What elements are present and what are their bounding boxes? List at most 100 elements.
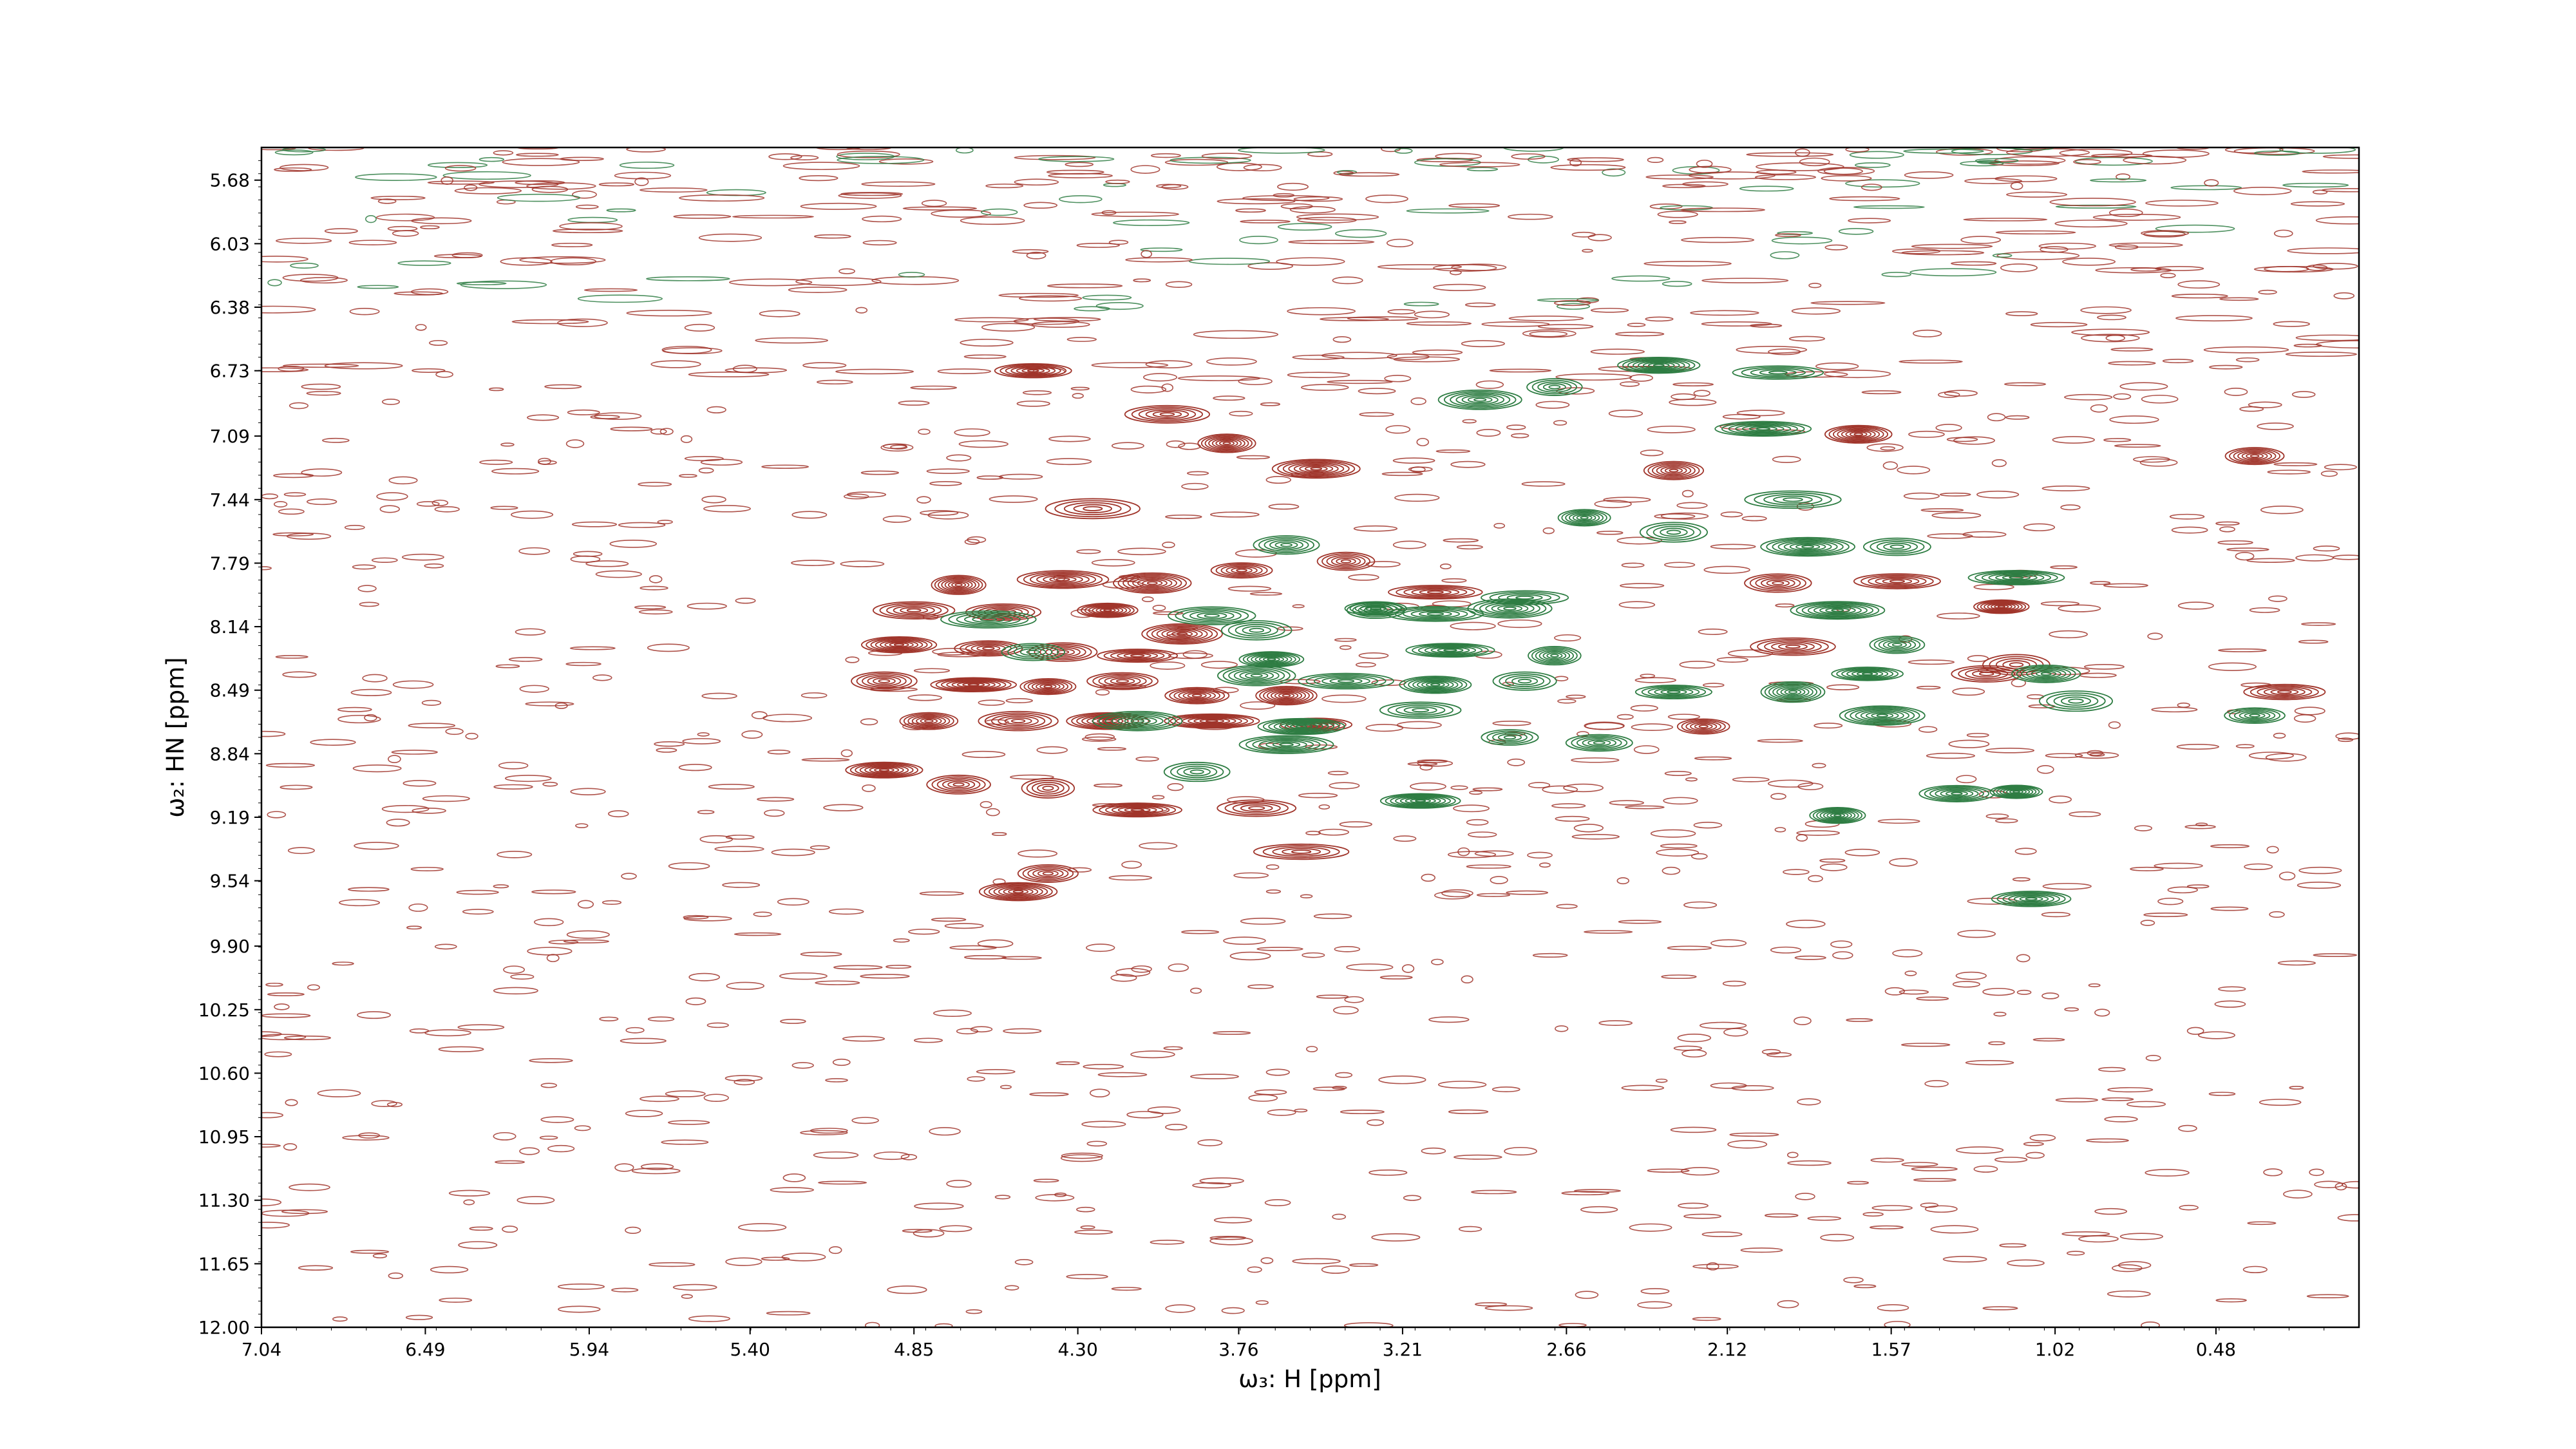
noise-contour xyxy=(862,215,902,223)
peak-contour xyxy=(1295,724,1307,728)
noise-contour xyxy=(1736,410,1785,417)
noise-contour xyxy=(282,274,339,282)
noise-contour xyxy=(1701,1231,1743,1238)
noise-contour xyxy=(1403,1195,1422,1201)
noise-contour xyxy=(2235,744,2255,749)
noise-contour xyxy=(560,156,604,161)
peak-contour xyxy=(2036,670,2057,677)
peak-contour xyxy=(1395,795,1446,806)
y-tick-label: 7.44 xyxy=(210,489,250,511)
peak-contour xyxy=(941,679,1007,691)
noise-contour xyxy=(420,225,440,230)
noise-contour xyxy=(598,182,635,187)
noise-contour xyxy=(479,459,513,465)
noise-contour xyxy=(2324,464,2357,471)
peak-contour xyxy=(1824,424,1893,444)
peak-contour xyxy=(1117,652,1159,660)
noise-contour xyxy=(2119,382,2168,391)
noise-contour xyxy=(469,1226,493,1231)
noise-contour xyxy=(401,553,444,561)
noise-contour xyxy=(816,379,853,384)
noise-contour xyxy=(916,496,931,504)
peak-contour xyxy=(948,611,1029,627)
peak-contour xyxy=(1749,574,1806,592)
noise-contour xyxy=(1683,901,1718,909)
noise-contour xyxy=(937,368,992,374)
noise-contour xyxy=(1963,218,2048,222)
noise-contour xyxy=(1111,1287,1142,1291)
noise-contour xyxy=(1035,1194,1075,1202)
peak-contour xyxy=(2270,688,2299,696)
noise-contour xyxy=(1458,1226,1482,1233)
peak-contour xyxy=(1289,724,1313,730)
noise-contour xyxy=(1672,382,1714,386)
noise-contour xyxy=(1812,762,1826,768)
peak-contour xyxy=(1084,604,1131,616)
noise-contour xyxy=(862,784,876,792)
noise-contour xyxy=(261,1013,311,1018)
peak-contour xyxy=(1784,688,1802,696)
peak-contour xyxy=(1548,384,1561,390)
noise-contour xyxy=(964,538,980,545)
noise-contour xyxy=(1680,1167,1719,1176)
noise-contour xyxy=(1952,687,1985,696)
noise-contour xyxy=(625,1226,641,1234)
noise-contour xyxy=(956,1028,979,1035)
noise-contour xyxy=(2297,882,2342,889)
noise-contour xyxy=(838,268,855,274)
noise-contour xyxy=(2097,314,2126,321)
noise-contour xyxy=(1287,372,1350,379)
noise-contour xyxy=(698,468,714,474)
noise-contour xyxy=(688,371,770,377)
noise-contour xyxy=(1994,818,2018,824)
noise-contour xyxy=(1573,824,1604,833)
peak-contour xyxy=(867,676,902,687)
noise-contour xyxy=(2167,886,2198,894)
peak-contour xyxy=(1783,497,1803,502)
peak-contour xyxy=(2021,667,2072,681)
noise-contour xyxy=(503,965,526,974)
noise-contour xyxy=(2335,732,2359,740)
noise-contour xyxy=(430,1265,469,1274)
peak-contour xyxy=(1958,667,2016,681)
noise-contour xyxy=(1926,752,1976,759)
noise-contour xyxy=(1924,1080,1949,1088)
peak-contour xyxy=(1204,435,1249,451)
noise-contour xyxy=(1117,547,1166,556)
noise-contour xyxy=(1327,379,1393,384)
peak-contour xyxy=(1273,721,1329,732)
noise-contour xyxy=(1539,862,1551,868)
noise-contour xyxy=(1710,939,1747,947)
noise-contour xyxy=(2235,551,2255,561)
peak-contour xyxy=(1511,677,1539,686)
noise-contour xyxy=(1832,951,1853,960)
noise-contour xyxy=(679,194,765,202)
peak-contour xyxy=(2009,576,2024,580)
noise-contour xyxy=(2064,393,2113,401)
peak-contour xyxy=(1264,538,1309,552)
noise-contour xyxy=(608,810,629,818)
peak-contour xyxy=(1426,590,1444,594)
noise-contour xyxy=(1089,1088,1110,1097)
peak-contour xyxy=(1828,426,1889,443)
noise-contour xyxy=(1292,604,1305,609)
peak-contour xyxy=(878,768,890,772)
peak-contour xyxy=(1291,849,1312,854)
peak-contour xyxy=(1924,786,1990,802)
noise-contour xyxy=(732,214,814,219)
noise-contour xyxy=(1396,721,1442,730)
noise-contour xyxy=(299,277,348,284)
peak-contour xyxy=(1210,562,1273,579)
noise-contour xyxy=(422,795,470,802)
peak-contour xyxy=(1841,429,1876,440)
noise-contour xyxy=(1848,218,1891,223)
noise-contour xyxy=(1966,732,1989,738)
noise-contour xyxy=(656,748,677,753)
peak-contour xyxy=(1026,779,1070,797)
noise-contour xyxy=(2269,911,2285,918)
x-tick-label: 3.21 xyxy=(1383,1339,1423,1360)
peak-contour xyxy=(1654,688,1694,696)
noise-contour xyxy=(261,305,316,314)
peak-contour xyxy=(1007,645,1059,659)
x-tick-label: 2.12 xyxy=(1707,1339,1747,1360)
